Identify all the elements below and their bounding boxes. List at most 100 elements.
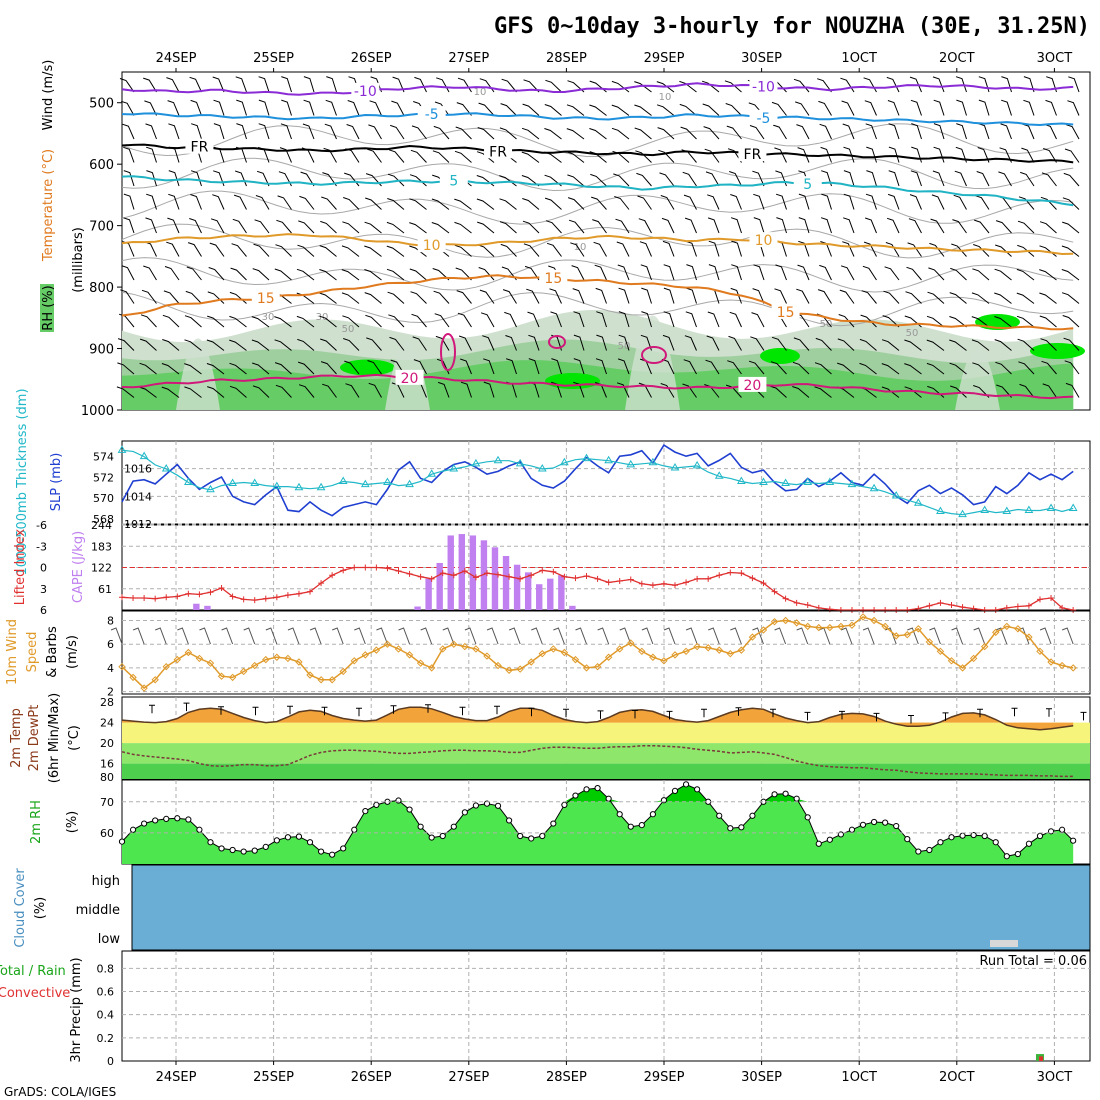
wind-speed-marker	[1036, 647, 1044, 656]
lifted-index-marker	[882, 607, 889, 613]
wind-barb	[904, 386, 922, 398]
wind-speed-marker	[284, 654, 292, 663]
low-cloud-gap	[990, 940, 1018, 947]
wind-barb	[344, 360, 360, 375]
wind-barb	[793, 337, 810, 351]
wind-barb	[1061, 292, 1080, 304]
lifted-index-marker	[672, 582, 678, 589]
surface-wind-barb	[1061, 627, 1074, 645]
wind-barb	[814, 362, 832, 375]
wind-barb	[949, 339, 967, 351]
surface-wind-barb	[177, 627, 189, 645]
wind-barb	[122, 123, 135, 140]
lifted-index-marker	[517, 575, 524, 582]
rh-contour-5	[121, 291, 1074, 327]
closed-contour-20	[548, 335, 566, 349]
wind-speed-marker	[693, 642, 701, 651]
temperature-contour-label: 5	[449, 173, 458, 189]
wind-barb	[297, 244, 315, 257]
wind-barb	[705, 359, 720, 375]
rh2m-marker	[716, 812, 723, 819]
rh2m-marker	[539, 832, 546, 840]
wind-speed-marker	[317, 676, 325, 684]
wind-barb	[364, 245, 382, 257]
rh-humid-column-0	[176, 338, 220, 410]
rh2m-marker	[141, 820, 148, 827]
temperature-contour-label: 10	[755, 233, 773, 249]
lifted-index-marker	[262, 595, 269, 602]
wind-barb	[658, 149, 675, 163]
contour-label-bg	[738, 146, 767, 162]
cape-bar	[436, 562, 443, 610]
rh2m-marker	[196, 826, 203, 833]
top-date-label: 3OCT	[1037, 51, 1073, 66]
wind-barb	[390, 124, 405, 140]
wind-barb	[229, 315, 247, 328]
wind-barb	[566, 128, 585, 140]
lifted-index-marker	[716, 572, 723, 579]
wind-barb	[206, 339, 225, 351]
wind-barb	[477, 127, 495, 140]
wind-barb	[956, 123, 967, 140]
wind-barb	[843, 217, 855, 234]
wind-speed-marker	[815, 623, 823, 632]
wind-speed-marker	[1047, 658, 1055, 666]
rh-contour-3	[121, 223, 1074, 259]
wind-barb	[685, 311, 697, 328]
wind-barb	[839, 289, 855, 304]
wind-barb	[686, 287, 697, 304]
rh2m-marker	[561, 801, 568, 808]
temperature-max-marker	[735, 707, 742, 716]
lifted-index-marker	[218, 585, 225, 592]
wind-barb	[572, 288, 585, 304]
wind-barb	[660, 195, 675, 210]
wind-barb	[1017, 244, 1035, 257]
wind-barb	[731, 264, 742, 281]
slp-tick-label: 1016	[124, 463, 152, 476]
surface-wind-barb	[685, 627, 698, 645]
thickness-marker	[1024, 505, 1034, 514]
rh-contour-label: 10	[474, 87, 487, 98]
wind-barb	[297, 361, 315, 375]
wind-barb	[614, 196, 630, 210]
wind-barb	[1067, 100, 1080, 116]
thickness-marker	[869, 483, 879, 492]
pressure-axis-label: (millibars)	[71, 227, 86, 293]
wind-barb	[865, 217, 877, 234]
wind-speed-marker	[383, 640, 392, 648]
lifted-index-marker	[307, 588, 314, 595]
wind-barb	[933, 99, 945, 116]
wind-barb	[480, 312, 495, 328]
wind-barb	[641, 287, 652, 304]
wind-barb	[771, 101, 787, 116]
wind-barb	[568, 219, 585, 234]
temp-tick-label: 24	[100, 717, 114, 730]
wind-barb	[775, 264, 787, 281]
wind-barb	[460, 381, 472, 398]
temperature-contour-label: 10	[423, 238, 441, 254]
rh2m-marker	[152, 817, 159, 824]
wind-barb	[117, 362, 135, 375]
temperature-contour-label: FR	[489, 144, 507, 160]
rh2m-marker	[450, 823, 457, 830]
wind-barb	[1019, 383, 1035, 398]
lifted-index-marker	[660, 580, 667, 587]
rh-contour-label: 10	[574, 242, 587, 253]
thickness-marker	[117, 445, 127, 453]
lifted-index-marker	[959, 604, 966, 611]
temperature-max-marker	[908, 714, 914, 724]
pressure-tick-label: 900	[89, 343, 114, 358]
wind-barb	[256, 170, 270, 187]
top-date-label: 1OCT	[841, 51, 877, 66]
wind-barb	[776, 217, 787, 234]
rh2m-marker	[970, 831, 977, 839]
wind-barb	[817, 78, 832, 93]
rh2m-marker	[572, 792, 579, 799]
wind-barb	[888, 146, 900, 163]
temp-tick-label: 20	[100, 737, 114, 750]
lifted-index-marker	[163, 594, 170, 601]
wind-barb	[258, 76, 270, 93]
wind-barb	[1065, 382, 1080, 398]
wind-barb	[753, 217, 765, 234]
